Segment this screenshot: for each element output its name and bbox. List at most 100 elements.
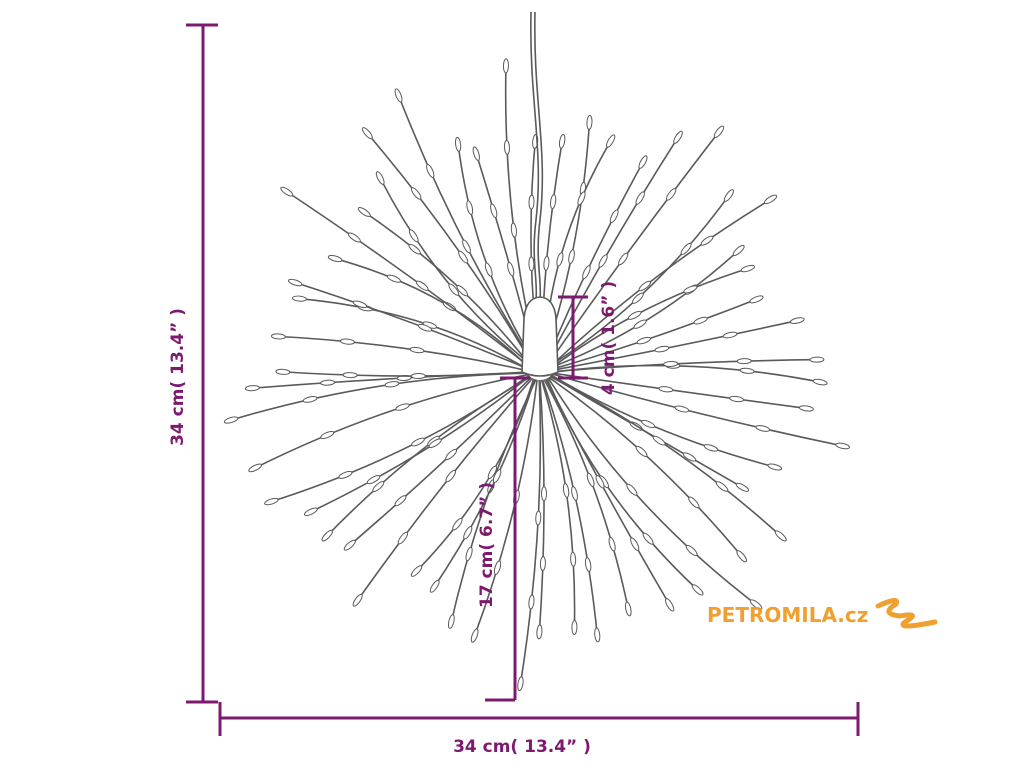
bulb [658, 386, 674, 393]
bulb [302, 396, 318, 403]
bulb [352, 300, 368, 309]
ray [224, 372, 529, 423]
bulb [586, 472, 595, 487]
ray [362, 128, 534, 366]
bulb [774, 530, 787, 542]
bulb [680, 242, 692, 255]
logo-text: PETROMILA.cz [707, 603, 868, 627]
bulb [626, 483, 638, 496]
bulb [321, 529, 333, 542]
ray [431, 378, 536, 591]
bulb [458, 250, 469, 264]
bulb [638, 155, 648, 169]
bulb [490, 203, 498, 218]
bulb [347, 232, 361, 243]
ray [548, 190, 733, 368]
ray [545, 132, 682, 366]
bulb [507, 261, 515, 277]
bulb [722, 331, 738, 339]
bulb [426, 164, 435, 178]
ray [305, 375, 531, 515]
ray [471, 379, 538, 642]
ray [550, 374, 781, 470]
ray [551, 318, 803, 372]
bulb [571, 486, 578, 501]
bulb [528, 594, 535, 610]
bulb [454, 136, 462, 152]
bulb [303, 507, 318, 517]
bulb [767, 463, 783, 471]
bulb [484, 262, 493, 277]
bulb [343, 539, 356, 551]
bulb [812, 378, 828, 386]
ray [549, 246, 743, 369]
bulb [327, 255, 343, 263]
bulb [595, 474, 605, 489]
bulb [749, 599, 763, 610]
bulb [320, 379, 336, 386]
bulb [543, 255, 550, 271]
bulb [688, 496, 700, 509]
bulb [536, 624, 543, 640]
bulb [411, 437, 425, 447]
bulb [287, 278, 303, 287]
logo: PETROMILA.cz [707, 598, 938, 629]
arm-label: 17 cm( 6.7” ) [477, 482, 497, 608]
ray [289, 280, 530, 370]
bulb [571, 619, 578, 635]
bulb [410, 565, 423, 577]
bulb [739, 367, 755, 374]
bulb [652, 435, 666, 446]
bulb [723, 189, 734, 202]
bulb [410, 373, 426, 380]
bulb [570, 551, 577, 567]
bulb [691, 584, 704, 596]
bulb [375, 171, 385, 185]
bulb [789, 317, 805, 324]
height-label: 34 cm( 13.4” ) [168, 308, 188, 446]
bulb [749, 295, 764, 304]
bulb [339, 338, 355, 345]
cable [530, 11, 540, 301]
ray [412, 378, 535, 576]
bulb [386, 274, 401, 283]
bulb [798, 405, 814, 412]
bulb [447, 614, 455, 629]
bulb [577, 191, 586, 206]
arm-dimension: 17 cm( 6.7” ) [477, 376, 530, 702]
height-dimension: 34 cm( 13.4” ) [168, 23, 218, 704]
bulb [448, 283, 460, 296]
width-label: 34 cm( 13.4” ) [453, 737, 591, 757]
ray [395, 89, 536, 366]
bulb [635, 191, 645, 205]
ray [456, 139, 537, 365]
ray [547, 377, 762, 610]
ray [548, 376, 746, 562]
bulb [568, 249, 575, 264]
bulb [635, 445, 648, 457]
bulb [654, 345, 670, 353]
bulb [624, 601, 632, 617]
bulb [703, 444, 719, 452]
ray [359, 208, 532, 368]
ray [330, 256, 531, 369]
ray [545, 378, 674, 610]
bulb [735, 482, 750, 492]
bulb [372, 481, 385, 493]
ray [551, 373, 850, 449]
bulb [633, 319, 647, 329]
bulb [408, 229, 419, 243]
bulb [395, 403, 410, 411]
bulb [357, 207, 371, 217]
bulb [456, 285, 469, 297]
ray [345, 376, 532, 550]
bulb [539, 556, 546, 572]
bulb [466, 200, 474, 215]
bulb [562, 482, 570, 498]
bulb [320, 430, 335, 440]
bulb [275, 368, 291, 375]
bulb [452, 517, 463, 531]
bulb [408, 243, 421, 255]
ray [281, 187, 531, 368]
